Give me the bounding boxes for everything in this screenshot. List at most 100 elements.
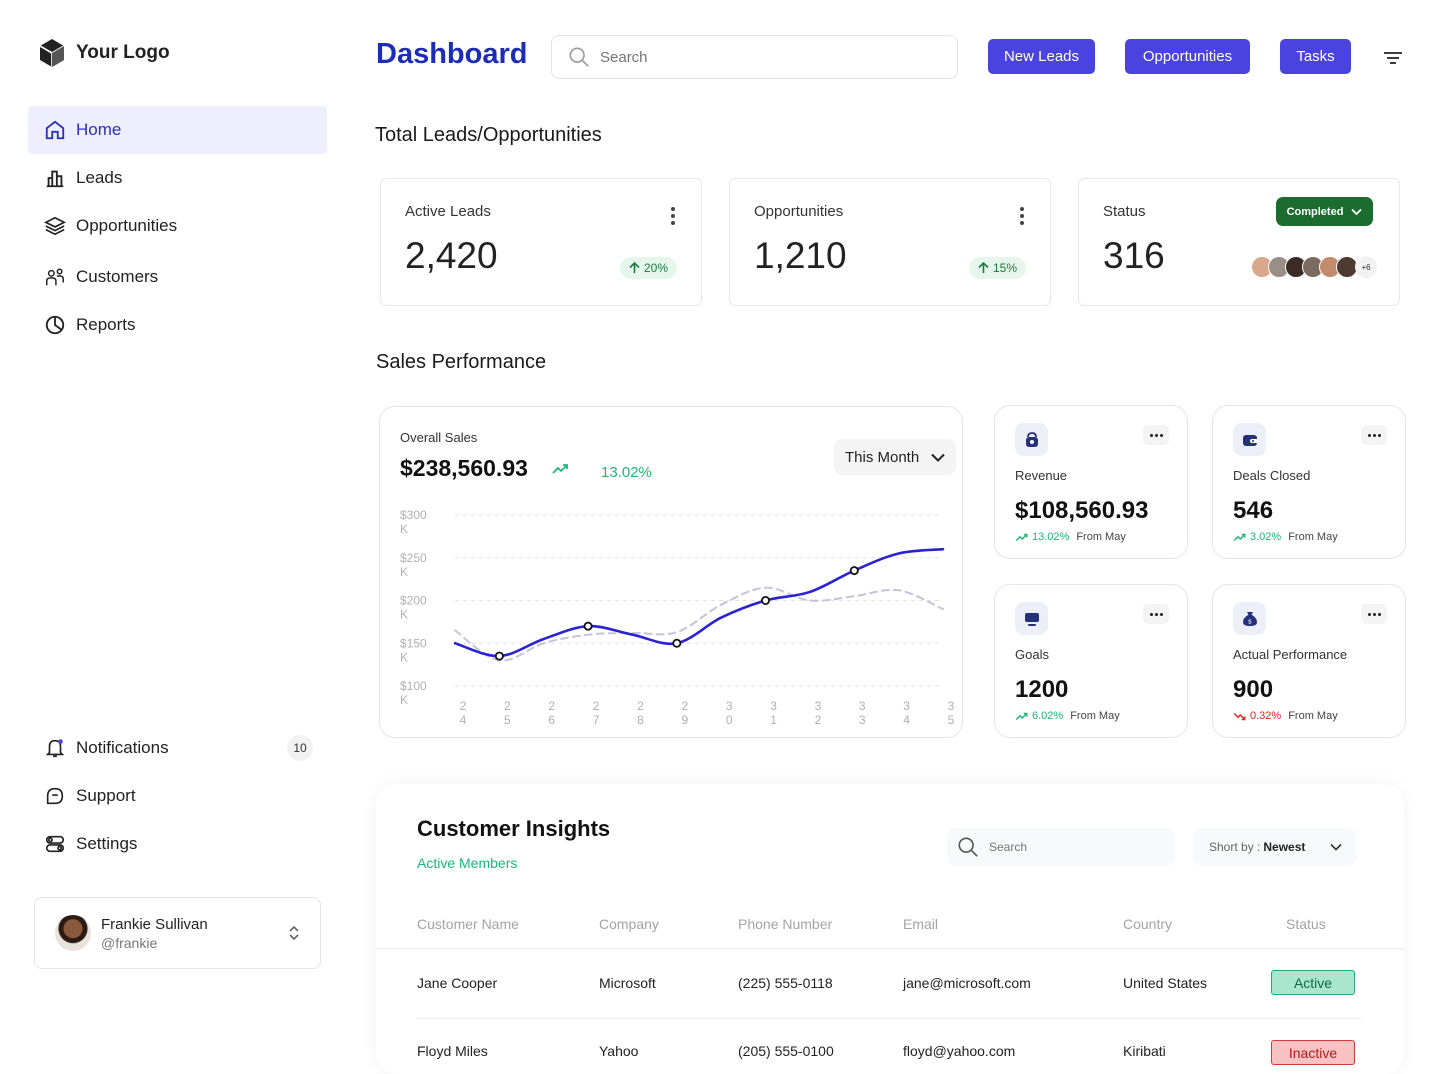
sort-value: Newest (1263, 840, 1306, 854)
opportunities-value: 1,210 (754, 235, 847, 276)
tasks-button[interactable]: Tasks (1280, 39, 1351, 74)
metric-from: From May (1288, 710, 1338, 722)
sidebar-item-support[interactable]: Support (28, 772, 327, 820)
user-info: Frankie Sullivan @frankie (101, 916, 208, 951)
y-tick-label: $250 K (400, 551, 427, 579)
goals-card: Goals 1200 6.02% From May (994, 584, 1188, 738)
search-icon (569, 47, 589, 67)
svg-text:$: $ (1247, 617, 1251, 625)
chevron-down-icon (1330, 843, 1342, 851)
sidebar-item-customers[interactable]: Customers (28, 253, 327, 301)
row-divider (417, 1018, 1361, 1019)
metric-label: Goals (1015, 647, 1049, 662)
cell-email: jane@microsoft.com (903, 975, 1031, 991)
metric-label: Revenue (1015, 468, 1068, 483)
new-leads-button[interactable]: New Leads (988, 39, 1095, 74)
sidebar-item-label: Support (76, 786, 136, 805)
metric-pct: 6.02% (1032, 710, 1064, 722)
revenue-card: Revenue $108,560.93 13.02% From May (994, 405, 1188, 559)
y-tick-label: $300 K (400, 508, 427, 536)
actual-performance-card: $ Actual Performance 900 0.32% From May (1212, 584, 1406, 738)
sort-dropdown[interactable]: Short by : Newest (1193, 828, 1356, 866)
y-tick-label: $200 K (400, 594, 427, 622)
data-point (494, 651, 504, 661)
more-options-icon[interactable] (1361, 604, 1387, 624)
metric-value: 1200 (1015, 676, 1069, 703)
bottom-nav: Notifications 10 Support Settings (28, 724, 327, 868)
sidebar-item-label: Leads (76, 168, 123, 187)
money-bag-icon: $ (1233, 602, 1266, 635)
pie-chart-icon (45, 315, 65, 335)
search-icon (958, 837, 978, 857)
more-options-icon[interactable] (1361, 425, 1387, 445)
column-header-phone[interactable]: Phone Number (738, 916, 833, 932)
trend-down-icon (1233, 712, 1246, 720)
sidebar-item-opportunities[interactable]: Opportunities (28, 202, 327, 250)
customer-search-input[interactable] (989, 840, 1169, 854)
metric-from: From May (1076, 531, 1126, 543)
period-dropdown-value: This Month (845, 448, 920, 466)
sidebar-item-notifications[interactable]: Notifications 10 (28, 724, 327, 772)
cell-email: floyd@yahoo.com (903, 1043, 1016, 1059)
cell-country: United States (1123, 975, 1208, 991)
column-header-email[interactable]: Email (903, 916, 939, 932)
user-account-switcher[interactable]: Frankie Sullivan @frankie (34, 897, 321, 969)
chevron-down-icon (931, 453, 945, 462)
user-name: Frankie Sullivan (101, 915, 208, 933)
cell-phone: (205) 555-0100 (738, 1043, 834, 1059)
sidebar-item-settings[interactable]: Settings (28, 820, 327, 868)
column-header-customer-name[interactable]: Customer Name (417, 916, 519, 932)
sort-label: Short by : (1209, 840, 1261, 854)
status-dropdown[interactable]: Completed (1276, 197, 1373, 226)
arrow-up-icon (978, 262, 989, 273)
layers-icon (44, 216, 66, 236)
status-card: Status 316 Completed +6 (1078, 178, 1400, 306)
team-avatars[interactable]: +6 (1251, 256, 1377, 278)
kebab-menu-icon[interactable] (671, 207, 675, 225)
y-tick-label: $100 K (400, 679, 427, 707)
column-header-country[interactable]: Country (1123, 916, 1173, 932)
customer-insights-title: Customer Insights (417, 816, 611, 841)
search-input[interactable] (600, 48, 940, 66)
main-nav: Home Leads Opportunities Customers Repor… (28, 106, 327, 349)
lock-bag-icon (1015, 423, 1048, 456)
opportunities-card: Opportunities 1,210 15% (729, 178, 1051, 306)
customer-search-bar[interactable] (947, 828, 1175, 866)
toggle-icon (45, 835, 65, 853)
column-header-company[interactable]: Company (599, 916, 659, 932)
sidebar-item-label: Opportunities (76, 216, 178, 235)
metric-from: From May (1288, 531, 1338, 543)
metric-from: From May (1070, 710, 1120, 722)
trend-up-icon (1015, 533, 1028, 541)
sidebar-item-home[interactable]: Home (28, 106, 327, 154)
period-dropdown[interactable]: This Month (834, 439, 956, 475)
sidebar-item-label: Settings (76, 834, 138, 853)
kebab-menu-icon[interactable] (1020, 207, 1024, 225)
sidebar: Your Logo Home Leads Opportunities Custo… (0, 0, 350, 1054)
metric-trend: 3.02% From May (1233, 531, 1338, 543)
sidebar-item-reports[interactable]: Reports (28, 301, 327, 349)
notification-count-badge: 10 (287, 735, 313, 761)
column-header-status[interactable]: Status (1286, 916, 1326, 932)
opportunities-button[interactable]: Opportunities (1125, 39, 1250, 74)
data-point (761, 595, 771, 605)
more-options-icon[interactable] (1143, 425, 1169, 445)
series-line-comparison (454, 586, 944, 662)
trend-up-icon (552, 464, 568, 474)
wallet-icon (1233, 423, 1266, 456)
overall-sales-pct: 13.02% (601, 464, 652, 481)
sidebar-item-leads[interactable]: Leads (28, 154, 327, 202)
filter-icon[interactable] (1383, 50, 1403, 66)
metric-trend: 6.02% From May (1015, 710, 1120, 722)
status-badge: Active (1271, 970, 1355, 995)
more-options-icon[interactable] (1143, 604, 1169, 624)
total-leads-section-title: Total Leads/Opportunities (375, 124, 602, 146)
search-bar[interactable] (551, 35, 958, 79)
sales-line-chart: $300 K $250 K $200 K $150 K $100 K 2 4 2 5 2 6 2 7 2 8 2 9 3 0 3… (400, 508, 955, 727)
data-point (849, 566, 859, 576)
logo[interactable]: Your Logo (38, 38, 170, 68)
